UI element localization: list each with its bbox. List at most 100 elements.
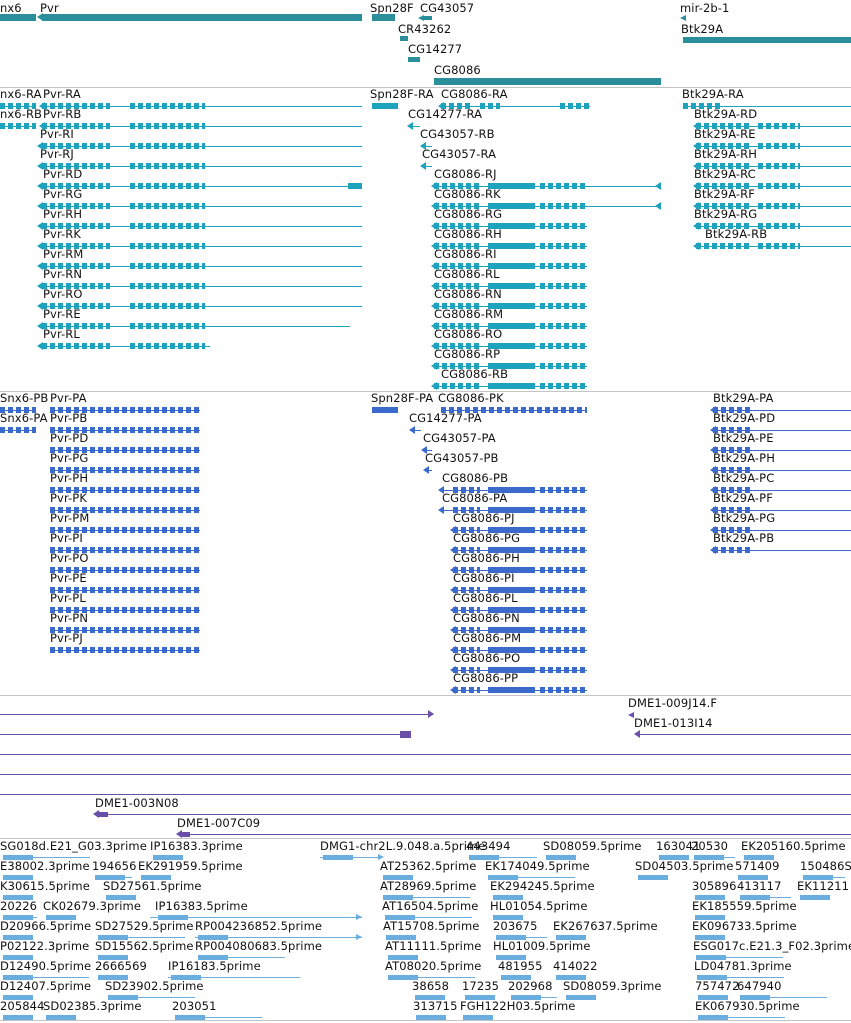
feature-exon-block[interactable]: [3, 955, 33, 960]
feature-exon-block[interactable]: [146, 303, 151, 309]
feature-exon-block[interactable]: [501, 975, 531, 980]
feature-exon-block[interactable]: [170, 487, 175, 493]
feature-exon-block[interactable]: [372, 14, 395, 21]
feature-exon-block[interactable]: [138, 143, 143, 149]
feature-exon-block[interactable]: [122, 567, 127, 573]
feature-exon-block[interactable]: [106, 567, 111, 573]
feature-exon-block[interactable]: [66, 343, 71, 349]
feature-intron-line[interactable]: [640, 734, 851, 735]
feature-exon-block[interactable]: [50, 263, 55, 269]
feature-exon-block[interactable]: [66, 203, 71, 209]
feature-exon-block[interactable]: [477, 607, 480, 613]
feature-exon-block[interactable]: [50, 223, 55, 229]
feature-exon-block[interactable]: [58, 547, 63, 553]
feature-exon-block[interactable]: [728, 123, 733, 129]
feature-exon-block[interactable]: [66, 223, 71, 229]
feature-exon-block[interactable]: [766, 183, 771, 189]
feature-label[interactable]: CG8086-RA: [441, 87, 508, 101]
feature-exon-block[interactable]: [704, 183, 709, 189]
feature-exon-block[interactable]: [180, 832, 190, 837]
feature-exon-block[interactable]: [790, 143, 795, 149]
feature-exon-block[interactable]: [178, 323, 183, 329]
feature-intron-line[interactable]: [33, 917, 37, 918]
feature-exon-block[interactable]: [572, 243, 577, 249]
feature-exon-block[interactable]: [130, 303, 135, 309]
feature-exon-block[interactable]: [564, 363, 569, 369]
feature-exon-block[interactable]: [469, 487, 474, 493]
feature-exon-block[interactable]: [178, 183, 183, 189]
feature-label[interactable]: Pvr-RM: [43, 247, 84, 261]
feature-intron-line[interactable]: [713, 430, 851, 431]
feature-exon-block[interactable]: [170, 343, 175, 349]
feature-exon-block[interactable]: [488, 547, 535, 553]
feature-exon-block[interactable]: [521, 407, 526, 413]
feature-exon-block[interactable]: [548, 487, 553, 493]
feature-exon-block[interactable]: [564, 283, 569, 289]
feature-label[interactable]: EK174049.5prime: [485, 859, 590, 873]
feature-exon-block[interactable]: [90, 647, 95, 653]
feature-exon-block[interactable]: [170, 627, 175, 633]
feature-label[interactable]: EK185559.5prime: [692, 899, 797, 913]
feature-exon-block[interactable]: [146, 427, 151, 433]
feature-exon-block[interactable]: [696, 955, 726, 960]
feature-exon-block[interactable]: [74, 243, 79, 249]
feature-exon-block[interactable]: [572, 687, 577, 693]
feature-exon-block[interactable]: [90, 123, 95, 129]
feature-exon-block[interactable]: [178, 343, 183, 349]
feature-exon-block[interactable]: [74, 303, 79, 309]
feature-exon-block[interactable]: [186, 223, 191, 229]
feature-exon-block[interactable]: [50, 323, 55, 329]
feature-intron-line[interactable]: [724, 857, 735, 858]
feature-exon-block[interactable]: [58, 303, 63, 309]
feature-exon-block[interactable]: [745, 527, 750, 533]
feature-exon-block[interactable]: [556, 647, 561, 653]
feature-exon-block[interactable]: [0, 14, 36, 21]
feature-label[interactable]: EK067930.5prime: [695, 999, 800, 1013]
feature-exon-block[interactable]: [66, 323, 71, 329]
feature-exon-block[interactable]: [488, 687, 535, 693]
feature-exon-block[interactable]: [170, 607, 175, 613]
feature-exon-block[interactable]: [50, 203, 55, 209]
feature-exon-block[interactable]: [74, 487, 79, 493]
feature-exon-block[interactable]: [774, 223, 779, 229]
feature-exon-block[interactable]: [66, 123, 71, 129]
feature-exon-block[interactable]: [572, 343, 577, 349]
feature-exon-block[interactable]: [540, 567, 545, 573]
feature-exon-block[interactable]: [782, 243, 787, 249]
feature-exon-block[interactable]: [202, 303, 205, 309]
feature-exon-block[interactable]: [90, 407, 95, 413]
feature-intron-line[interactable]: [0, 774, 851, 775]
feature-exon-block[interactable]: [737, 447, 742, 453]
feature-exon-block[interactable]: [153, 855, 183, 860]
feature-exon-block[interactable]: [114, 447, 119, 453]
feature-exon-block[interactable]: [58, 527, 63, 533]
feature-exon-block[interactable]: [162, 467, 167, 473]
feature-exon-block[interactable]: [469, 855, 499, 860]
feature-exon-block[interactable]: [556, 607, 561, 613]
feature-exon-block[interactable]: [548, 507, 553, 513]
feature-label[interactable]: CG8086-RI: [434, 247, 497, 261]
feature-exon-block[interactable]: [98, 143, 103, 149]
feature-exon-block[interactable]: [98, 243, 103, 249]
feature-label[interactable]: CG8086-RP: [434, 347, 501, 361]
feature-exon-block[interactable]: [720, 123, 725, 129]
feature-intron-line[interactable]: [130, 266, 205, 267]
feature-exon-block[interactable]: [82, 427, 87, 433]
feature-label[interactable]: K30615.5prime: [0, 879, 90, 893]
feature-exon-block[interactable]: [130, 263, 135, 269]
feature-exon-block[interactable]: [90, 303, 95, 309]
feature-intron-line[interactable]: [130, 346, 205, 347]
feature-exon-block[interactable]: [98, 163, 103, 169]
feature-exon-block[interactable]: [469, 647, 474, 653]
feature-label[interactable]: EK205160.5prime: [741, 839, 846, 853]
feature-exon-block[interactable]: [170, 507, 175, 513]
feature-exon-block[interactable]: [736, 203, 741, 209]
feature-exon-block[interactable]: [154, 343, 159, 349]
feature-exon-block[interactable]: [0, 427, 5, 433]
feature-exon-block[interactable]: [580, 487, 585, 493]
feature-intron-line[interactable]: [168, 977, 300, 978]
feature-exon-block[interactable]: [202, 243, 205, 249]
feature-exon-block[interactable]: [729, 427, 734, 433]
feature-label[interactable]: 305896: [692, 879, 737, 893]
feature-label[interactable]: CG43057: [420, 1, 475, 15]
